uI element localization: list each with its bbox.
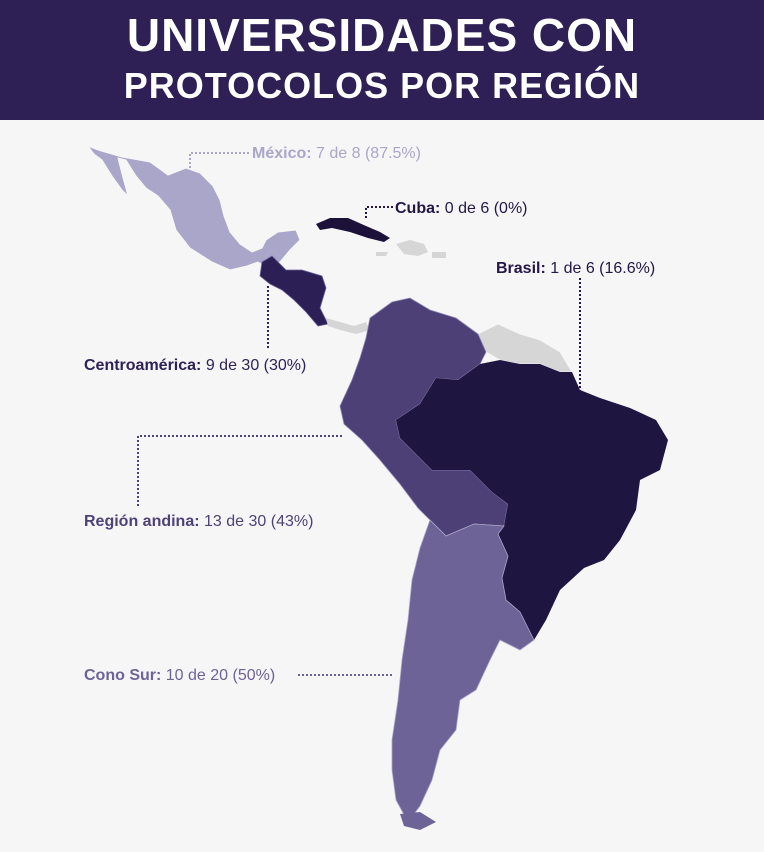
brasil-value: 1 de 6 (16.6%) xyxy=(550,260,656,277)
centroamerica-value: 9 de 30 (30%) xyxy=(205,357,307,374)
mexico-name: México: xyxy=(252,145,312,162)
cuba-leader xyxy=(365,206,394,218)
mexico-value: 7 de 8 (87.5%) xyxy=(316,145,421,162)
conosur-name: Cono Sur: xyxy=(84,667,162,684)
brasil-region[interactable] xyxy=(396,360,668,640)
panama-region xyxy=(326,318,370,334)
tierra-del-fuego xyxy=(400,812,436,830)
centroamerica-region[interactable] xyxy=(259,255,329,327)
andina-leader xyxy=(137,435,342,506)
andina-label: Región andina: 13 de 30 (43%) xyxy=(84,512,313,532)
conosur-value: 10 de 20 (50%) xyxy=(165,667,276,684)
andina-value: 13 de 30 (43%) xyxy=(204,513,314,530)
conosur-region[interactable] xyxy=(391,519,535,823)
centroamerica-name: Centroamérica: xyxy=(84,357,202,374)
andina-name: Región andina: xyxy=(84,513,200,530)
cuba-value: 0 de 6 (0%) xyxy=(444,200,528,217)
cuba-region[interactable] xyxy=(316,218,390,242)
mexico-leader xyxy=(189,152,250,168)
leader-lines xyxy=(137,152,581,676)
cuba-label: Cuba: 0 de 6 (0%) xyxy=(395,199,528,219)
caribbean-islands xyxy=(376,240,446,258)
cuba-name: Cuba: xyxy=(395,200,441,217)
brasil-name: Brasil: xyxy=(496,260,546,277)
title-line-1: UNIVERSIDADES CON xyxy=(126,9,638,61)
mexico-region[interactable] xyxy=(86,144,301,271)
brasil-label: Brasil: 1 de 6 (16.6%) xyxy=(496,259,655,279)
title-line-2: PROTOCOLOS POR REGIÓN xyxy=(123,65,641,106)
centroamerica-label: Centroamérica: 9 de 30 (30%) xyxy=(84,356,306,376)
mexico-label: México: 7 de 8 (87.5%) xyxy=(252,144,421,164)
title-banner: UNIVERSIDADES CON PROTOCOLOS POR REGIÓN xyxy=(0,0,764,120)
conosur-label: Cono Sur: 10 de 20 (50%) xyxy=(84,666,275,686)
